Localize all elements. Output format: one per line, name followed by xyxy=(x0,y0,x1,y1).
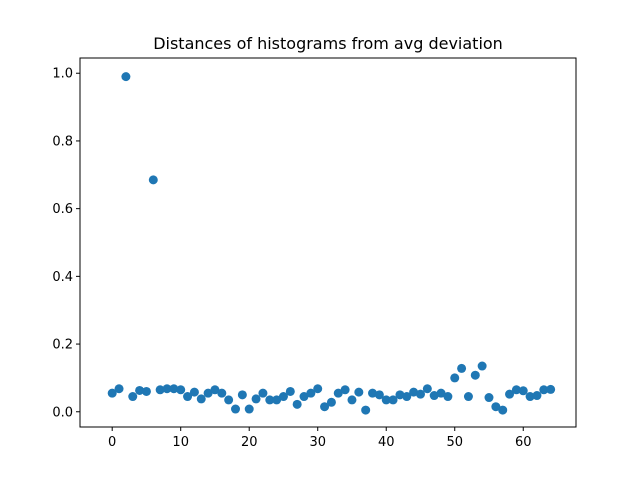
data-point xyxy=(402,392,412,402)
y-tick-label: 0.8 xyxy=(52,134,73,149)
data-point xyxy=(148,175,158,185)
data-point xyxy=(326,397,336,407)
data-point xyxy=(340,385,350,395)
data-point xyxy=(518,386,528,396)
x-tick-label: 40 xyxy=(378,435,395,450)
plot-frame xyxy=(79,57,577,428)
data-point xyxy=(272,395,282,405)
data-point xyxy=(409,387,419,397)
data-point xyxy=(135,385,145,395)
data-point xyxy=(443,392,453,402)
data-point xyxy=(217,388,227,398)
data-point xyxy=(114,384,124,394)
data-point xyxy=(450,373,460,383)
y-tick-label: 0.0 xyxy=(52,405,73,420)
data-point xyxy=(484,393,494,403)
data-point xyxy=(258,388,268,398)
y-tick-label: 0.4 xyxy=(52,270,73,285)
data-point xyxy=(457,363,467,373)
data-point xyxy=(463,392,473,402)
data-point xyxy=(498,405,508,415)
data-point xyxy=(354,387,364,397)
data-point xyxy=(189,387,199,397)
data-point xyxy=(183,392,193,402)
data-point xyxy=(470,370,480,380)
y-tick-label: 0.2 xyxy=(52,338,73,353)
data-point xyxy=(237,390,247,400)
data-point xyxy=(313,384,323,394)
x-tick-label: 30 xyxy=(309,435,326,450)
data-point xyxy=(121,72,131,82)
data-point xyxy=(361,405,371,415)
data-point xyxy=(196,394,206,404)
data-points xyxy=(107,72,556,415)
data-point xyxy=(374,390,384,400)
x-tick-label: 20 xyxy=(241,435,258,450)
data-point xyxy=(422,384,432,394)
data-point xyxy=(244,404,254,414)
x-tick-label: 0 xyxy=(108,435,116,450)
data-point xyxy=(176,385,186,395)
chart-title: Distances of histograms from avg deviati… xyxy=(153,34,503,53)
data-point xyxy=(429,391,439,401)
data-point xyxy=(491,402,501,412)
data-point xyxy=(285,386,295,396)
data-point xyxy=(224,395,234,405)
data-point xyxy=(333,388,343,398)
data-point xyxy=(210,385,220,395)
data-point xyxy=(368,388,378,398)
data-point xyxy=(395,390,405,400)
x-tick-label: 10 xyxy=(172,435,189,450)
data-point xyxy=(320,402,330,412)
data-point xyxy=(306,388,316,398)
x-tick-label: 60 xyxy=(515,435,532,450)
x-axis-ticks: 0 10 20 30 40 50 60 xyxy=(108,427,532,450)
data-point xyxy=(525,392,535,402)
data-point xyxy=(141,386,151,396)
data-point xyxy=(169,384,179,394)
data-point xyxy=(511,385,521,395)
data-point xyxy=(532,391,542,401)
data-point xyxy=(347,395,357,405)
data-point xyxy=(539,385,549,395)
data-point xyxy=(251,394,261,404)
data-point xyxy=(299,392,309,402)
data-point xyxy=(546,384,556,394)
data-point xyxy=(388,395,398,405)
y-tick-label: 0.6 xyxy=(52,202,73,217)
data-point xyxy=(231,404,241,414)
data-point xyxy=(155,385,165,395)
data-point xyxy=(107,388,117,398)
data-point xyxy=(477,361,487,371)
data-point xyxy=(415,389,425,399)
data-point xyxy=(203,388,213,398)
y-tick-label: 1.0 xyxy=(52,67,73,82)
data-point xyxy=(436,388,446,398)
data-point xyxy=(292,399,302,409)
data-point xyxy=(162,384,172,394)
data-point xyxy=(278,392,288,402)
data-point xyxy=(505,389,515,399)
x-tick-label: 50 xyxy=(446,435,463,450)
data-point xyxy=(265,395,275,405)
data-point xyxy=(381,395,391,405)
y-axis-ticks: 0.0 0.2 0.4 0.6 0.8 1.0 xyxy=(52,67,80,420)
data-point xyxy=(128,392,138,402)
